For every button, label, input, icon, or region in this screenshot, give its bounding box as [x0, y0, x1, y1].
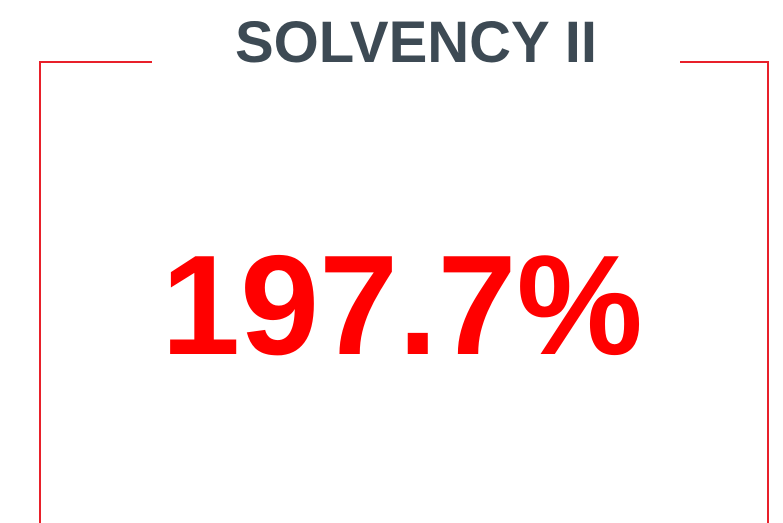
frame-right	[680, 61, 769, 523]
kpi-value: 197.7%	[161, 226, 643, 385]
frame-left	[39, 61, 152, 523]
card-title: SOLVENCY II	[235, 10, 597, 75]
